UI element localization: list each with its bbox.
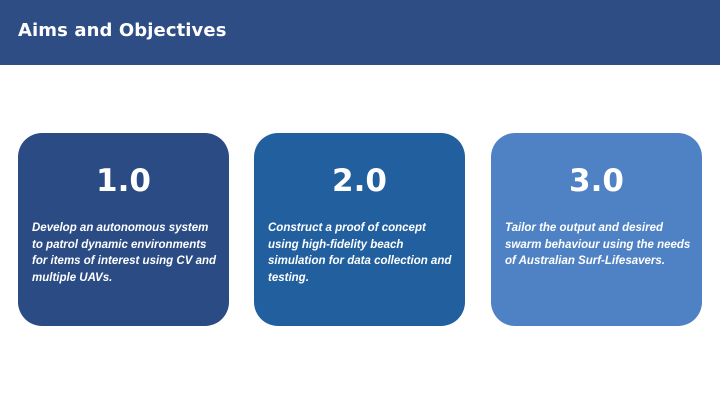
objective-description: Develop an autonomous system to patrol d… [32,222,217,284]
objective-description: Construct a proof of concept using high-… [268,222,452,284]
objective-card-2: 2.0 Construct a proof of concept using h… [254,133,465,326]
objective-number: 2.0 [332,163,387,199]
objective-description: Tailor the output and desired swarm beha… [505,222,691,267]
objective-card-3: 3.0 Tailor the output and desired swarm … [491,133,702,326]
slide-title: Aims and Objectives [18,20,227,41]
objective-card-1: 1.0 Develop an autonomous system to patr… [18,133,229,326]
header-bar: Aims and Objectives [0,0,720,65]
objective-number: 1.0 [96,163,151,199]
objective-number: 3.0 [569,163,624,199]
